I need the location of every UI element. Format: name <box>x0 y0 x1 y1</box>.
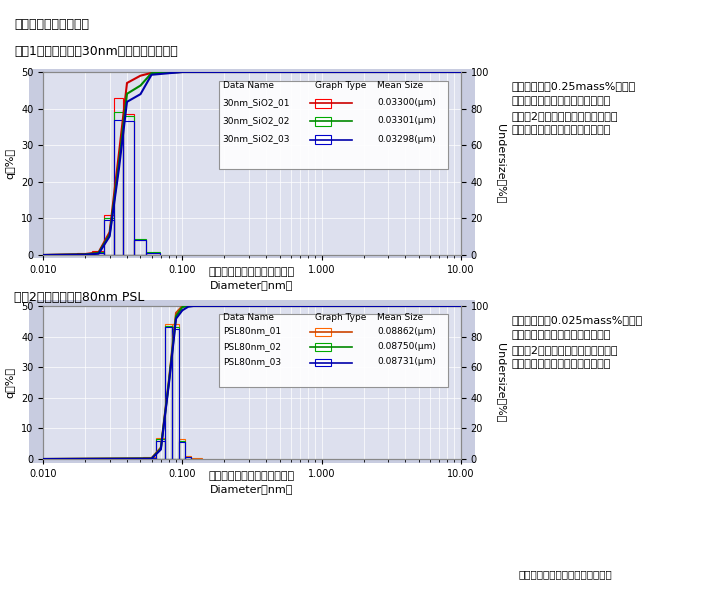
Bar <box>165 328 173 459</box>
Bar <box>134 241 146 255</box>
Bar <box>173 329 179 459</box>
Bar <box>123 116 134 255</box>
Bar <box>191 458 202 459</box>
Bar <box>92 253 104 255</box>
Text: Graph Type: Graph Type <box>315 313 366 322</box>
Text: 原液の濃度（0.25mass%）では
検出することが出来なかったが、
濃度を2倍に遠心濃縮したところ、
感度良く測定することが出来た。: 原液の濃度（0.25mass%）では 検出することが出来なかったが、 濃度を2倍… <box>511 81 636 136</box>
FancyBboxPatch shape <box>219 314 449 387</box>
Text: PSL80nm_03: PSL80nm_03 <box>222 357 281 366</box>
Bar <box>156 437 165 459</box>
FancyBboxPatch shape <box>315 98 331 107</box>
Text: Mean Size: Mean Size <box>377 82 423 91</box>
FancyBboxPatch shape <box>315 117 331 126</box>
Text: 30nm_SiO2_03: 30nm_SiO2_03 <box>222 134 290 143</box>
Bar <box>146 253 160 255</box>
Text: PSL80nm_02: PSL80nm_02 <box>222 342 281 351</box>
Bar <box>156 440 165 459</box>
Bar <box>76 254 92 255</box>
Text: 0.08731(μm): 0.08731(μm) <box>377 357 436 366</box>
Bar <box>143 458 156 459</box>
Bar <box>185 457 191 459</box>
Text: （例1）サンプル：30nmコロイダルシリカ: （例1）サンプル：30nmコロイダルシリカ <box>14 45 178 58</box>
Text: 原液の濃度（0.025mass%）では
検出することが出来なかったが、
濃度を2倍に遠心濃縮したところ、
感度良く測定することが出来た。: 原液の濃度（0.025mass%）では 検出することが出来なかったが、 濃度を2… <box>511 315 642 370</box>
Bar <box>146 253 160 255</box>
FancyBboxPatch shape <box>315 135 331 144</box>
Y-axis label: q（%）: q（%） <box>6 148 16 179</box>
Bar <box>179 439 185 459</box>
Bar <box>173 328 179 459</box>
Bar <box>104 220 114 255</box>
Bar <box>92 251 104 255</box>
Bar <box>123 114 134 255</box>
Text: 遠心濃縮後の粒子径分布結果: 遠心濃縮後の粒子径分布結果 <box>209 267 295 277</box>
Text: 0.03298(μm): 0.03298(μm) <box>377 134 436 143</box>
Bar <box>92 252 104 255</box>
Bar <box>179 442 185 459</box>
Text: 30nm_SiO2_02: 30nm_SiO2_02 <box>222 116 290 125</box>
Bar <box>76 254 92 255</box>
FancyBboxPatch shape <box>315 343 331 351</box>
Bar <box>173 325 179 459</box>
Text: PSL80nm_01: PSL80nm_01 <box>222 326 281 335</box>
Bar <box>114 119 123 255</box>
Y-axis label: q（%）: q（%） <box>6 367 16 398</box>
X-axis label: Diameter（nm）: Diameter（nm） <box>210 484 294 494</box>
Text: Mean Size: Mean Size <box>377 313 423 322</box>
Y-axis label: Undersize（%）: Undersize（%） <box>495 124 505 203</box>
Bar <box>114 112 123 255</box>
Text: Graph Type: Graph Type <box>315 82 366 91</box>
Bar <box>165 325 173 459</box>
FancyBboxPatch shape <box>219 81 449 169</box>
Text: 遠心濃縮後の粒子径分布結果: 遠心濃縮後の粒子径分布結果 <box>209 471 295 481</box>
Bar <box>143 457 156 459</box>
Text: 0.03301(μm): 0.03301(μm) <box>377 116 436 125</box>
Bar <box>123 121 134 255</box>
Bar <box>156 439 165 459</box>
Y-axis label: Undersize（%）: Undersize（%） <box>495 343 505 422</box>
Bar <box>146 252 160 255</box>
Bar <box>76 253 92 255</box>
Text: 0.08750(μm): 0.08750(μm) <box>377 342 436 351</box>
Bar <box>185 457 191 459</box>
Text: 0.08862(μm): 0.08862(μm) <box>377 326 436 335</box>
Bar <box>179 440 185 459</box>
Bar <box>165 326 173 459</box>
Text: （例2）サンプル：80nm PSL: （例2）サンプル：80nm PSL <box>14 291 145 304</box>
Text: 0.03300(μm): 0.03300(μm) <box>377 98 436 107</box>
Text: 30nm_SiO2_01: 30nm_SiO2_01 <box>222 98 290 107</box>
Bar <box>104 215 114 255</box>
Text: Data Name: Data Name <box>222 82 274 91</box>
Bar <box>185 456 191 459</box>
X-axis label: Diameter（nm）: Diameter（nm） <box>210 280 294 290</box>
Bar <box>104 218 114 255</box>
Text: 遠心濃縮による測定例: 遠心濃縮による測定例 <box>14 18 89 31</box>
Bar <box>134 239 146 255</box>
FancyBboxPatch shape <box>315 328 331 336</box>
Bar <box>114 98 123 255</box>
Text: Data Name: Data Name <box>222 313 274 322</box>
Bar <box>134 239 146 255</box>
Bar <box>143 458 156 459</box>
FancyBboxPatch shape <box>315 359 331 367</box>
Text: データ提供：（株）堀場製作所様: データ提供：（株）堀場製作所様 <box>518 569 612 579</box>
